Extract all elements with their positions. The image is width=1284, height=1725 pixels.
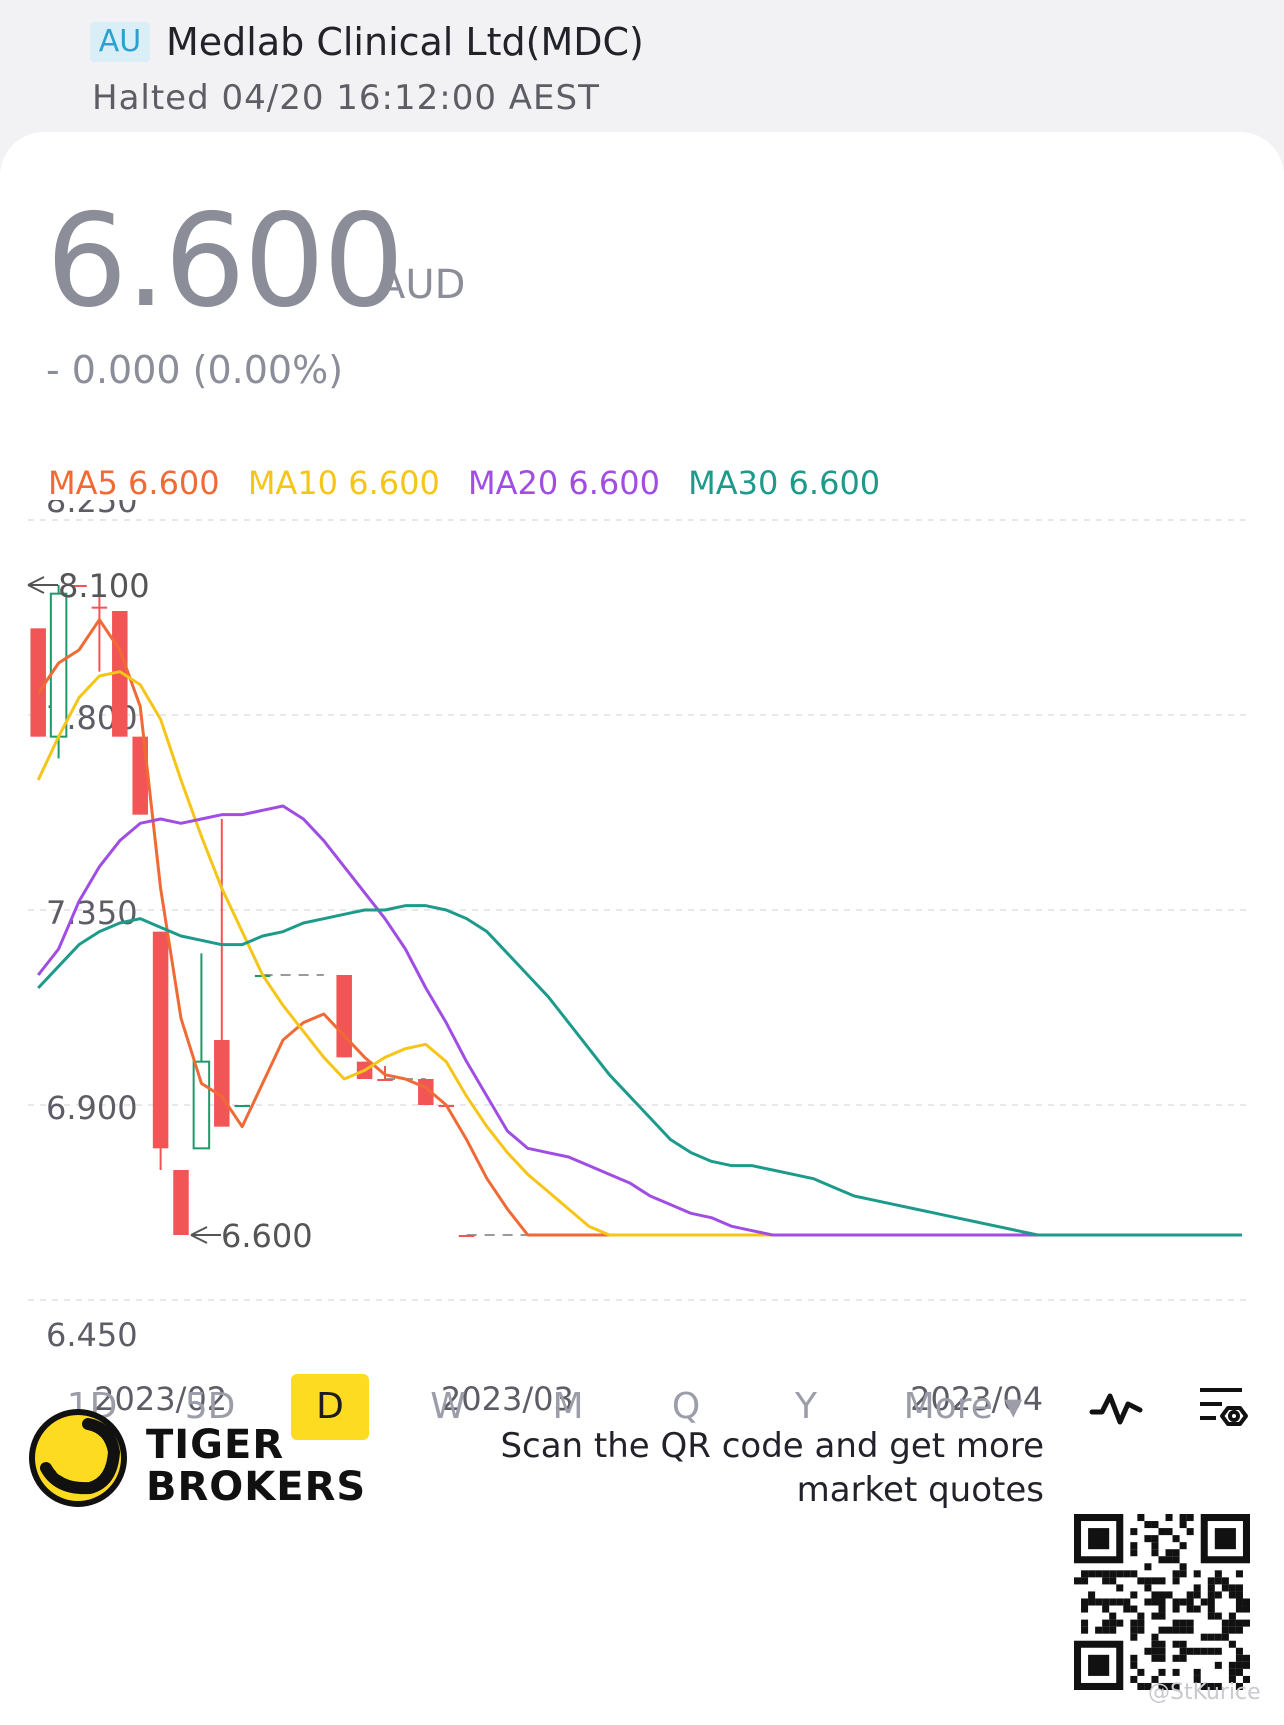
high-marker-arrow (27, 576, 58, 594)
candle-body (173, 1170, 189, 1235)
ma20-legend: MA20 6.600 (467, 464, 660, 502)
tab-y[interactable]: Y (795, 1386, 817, 1427)
y-tick-label: 6.900 (46, 1089, 138, 1127)
candle (458, 1235, 475, 1237)
candle (91, 585, 108, 672)
candle-body (30, 628, 46, 737)
x-tick-label: 2023/04 (910, 1380, 1043, 1418)
tab-q[interactable]: Q (671, 1386, 701, 1427)
candle (192, 953, 211, 1150)
trading-status: Halted 04/20 16:12:00 AEST (92, 78, 600, 118)
low-marker-arrow (190, 1226, 221, 1244)
ma20-line (37, 804, 1242, 1237)
candle (214, 819, 230, 1127)
ma5-legend: MA5 6.600 (48, 464, 220, 502)
candle-body (132, 736, 148, 815)
candle (132, 736, 148, 815)
candle (173, 1170, 189, 1235)
candle-body (234, 1105, 250, 1107)
tab-5d[interactable]: 5D (184, 1386, 236, 1427)
chart-settings-icon[interactable] (1196, 1380, 1252, 1436)
candle (71, 585, 87, 587)
candle (30, 628, 46, 737)
y-tick-label: 8.250 (46, 500, 138, 520)
tab-w[interactable]: W (430, 1386, 466, 1427)
market-badge: AU (90, 22, 150, 62)
tiger-logo-icon (29, 1409, 127, 1507)
candle (336, 975, 352, 1058)
period-tabs: 1D 5D D W M Q Y More ▾ (0, 1374, 1284, 1444)
currency-label: AUD (378, 262, 466, 308)
candle-body (91, 606, 108, 609)
x-tick-label: 2023/03 (441, 1380, 574, 1418)
tab-m[interactable]: M (552, 1386, 584, 1427)
candle (377, 1066, 393, 1081)
qr-code-icon[interactable] (1074, 1514, 1250, 1690)
ma30-legend: MA30 6.600 (688, 464, 881, 502)
ma10-line (36, 670, 1242, 1237)
candle-body (377, 1079, 393, 1081)
low-price-label: 6.600 (221, 1217, 313, 1255)
tab-d[interactable]: D (291, 1374, 369, 1440)
candle-body (458, 1235, 475, 1237)
brand-line-1: TIGER (146, 1422, 285, 1468)
candle-body (192, 1060, 211, 1150)
brand-name: TIGER BROKERS (146, 1424, 366, 1508)
y-tick-label: 6.450 (46, 1316, 138, 1354)
price-change: - 0.000 (0.00%) (46, 348, 344, 392)
quote-card: 6.600 AUD - 0.000 (0.00%) MA5 6.600 MA10… (0, 132, 1284, 1725)
high-price-label: 8.100 (58, 567, 150, 605)
watermark: @StKurice (1148, 1680, 1261, 1705)
ma30-line (37, 904, 1242, 1237)
qr-caption: Scan the QR code and get more market quo… (500, 1426, 1044, 1510)
candle-body (336, 975, 352, 1058)
ma10-legend: MA10 6.600 (247, 464, 440, 502)
candle-body (71, 585, 87, 587)
more-dropdown[interactable]: More ▾ (903, 1386, 1023, 1427)
candle (234, 1105, 250, 1107)
last-price: 6.600 (46, 187, 404, 336)
candle-body (152, 931, 169, 1149)
y-tick-label: 7.350 (46, 894, 138, 932)
candle-body (214, 1040, 230, 1127)
ma-legend: MA5 6.600 MA10 6.600 MA20 6.600 MA30 6.6… (48, 461, 898, 505)
ma5-line (36, 618, 1242, 1237)
stock-name: Medlab Clinical Ltd(MDC) (166, 20, 644, 64)
brand-line-2: BROKERS (146, 1464, 367, 1510)
x-tick-label: 2023/02 (94, 1380, 227, 1418)
pulse-icon[interactable] (1088, 1380, 1144, 1436)
header: AU Medlab Clinical Ltd(MDC) Halted 04/20… (0, 0, 1284, 140)
candle (152, 931, 169, 1170)
